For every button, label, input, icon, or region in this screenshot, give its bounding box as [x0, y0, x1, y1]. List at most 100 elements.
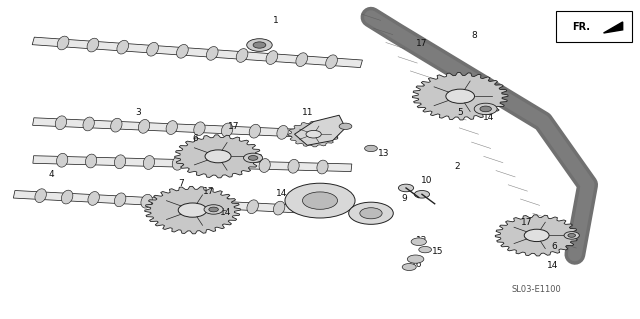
Polygon shape [201, 157, 212, 171]
Circle shape [253, 42, 266, 48]
Polygon shape [236, 48, 248, 62]
Polygon shape [33, 118, 339, 138]
Circle shape [424, 78, 496, 114]
Polygon shape [294, 115, 346, 145]
Polygon shape [194, 197, 205, 211]
Polygon shape [412, 72, 508, 120]
Polygon shape [57, 36, 69, 50]
Text: 14: 14 [220, 208, 232, 217]
Polygon shape [87, 38, 99, 52]
Polygon shape [277, 125, 288, 139]
Text: SL03-E1100: SL03-E1100 [512, 285, 561, 294]
Text: 7: 7 [178, 179, 184, 188]
Polygon shape [145, 186, 241, 234]
Text: 2: 2 [454, 162, 460, 171]
Circle shape [524, 229, 549, 241]
Polygon shape [143, 156, 154, 169]
Circle shape [402, 263, 416, 271]
Circle shape [360, 208, 382, 219]
Circle shape [568, 234, 575, 237]
Text: 12: 12 [416, 236, 428, 245]
Polygon shape [177, 44, 188, 58]
Text: 9: 9 [401, 194, 407, 203]
Polygon shape [13, 190, 307, 213]
Circle shape [365, 145, 378, 152]
Polygon shape [221, 123, 233, 137]
Polygon shape [88, 191, 99, 205]
Text: 11: 11 [301, 108, 313, 117]
Circle shape [414, 190, 429, 198]
Text: 15: 15 [432, 247, 444, 256]
Circle shape [480, 106, 492, 112]
Circle shape [398, 184, 413, 192]
Polygon shape [247, 200, 259, 214]
Polygon shape [138, 119, 150, 133]
Circle shape [411, 238, 426, 246]
Circle shape [285, 183, 355, 218]
Polygon shape [266, 51, 278, 64]
Text: 1: 1 [273, 16, 278, 25]
Text: 14: 14 [483, 113, 495, 122]
Polygon shape [207, 47, 218, 60]
Text: 10: 10 [420, 175, 432, 185]
Polygon shape [83, 117, 94, 131]
Text: 13: 13 [378, 149, 390, 158]
Polygon shape [194, 122, 205, 136]
FancyBboxPatch shape [556, 11, 632, 42]
Polygon shape [111, 118, 122, 132]
Polygon shape [56, 153, 68, 167]
Text: 16: 16 [411, 260, 422, 269]
Circle shape [209, 207, 218, 212]
Text: 4: 4 [48, 170, 54, 179]
Text: 17: 17 [522, 218, 533, 226]
Circle shape [248, 156, 258, 160]
Polygon shape [33, 156, 352, 172]
Text: 17: 17 [203, 187, 214, 196]
Circle shape [186, 140, 250, 173]
Polygon shape [326, 55, 337, 69]
Text: 17: 17 [228, 122, 240, 131]
Circle shape [446, 89, 474, 103]
Polygon shape [61, 190, 73, 204]
Polygon shape [175, 135, 261, 178]
Polygon shape [55, 116, 67, 130]
Polygon shape [147, 42, 159, 56]
Polygon shape [168, 196, 179, 210]
Circle shape [244, 153, 262, 163]
Circle shape [294, 125, 333, 144]
Circle shape [246, 39, 272, 51]
Circle shape [204, 205, 223, 214]
Polygon shape [86, 154, 97, 168]
Polygon shape [288, 159, 299, 173]
Polygon shape [604, 22, 623, 33]
Text: 6: 6 [551, 242, 557, 251]
Polygon shape [141, 194, 152, 208]
Circle shape [178, 203, 207, 217]
Polygon shape [296, 53, 308, 66]
Text: 14: 14 [547, 261, 558, 270]
Polygon shape [117, 40, 129, 54]
Circle shape [339, 123, 352, 130]
Circle shape [506, 220, 568, 251]
Polygon shape [288, 122, 339, 147]
Circle shape [157, 192, 228, 228]
Polygon shape [317, 160, 328, 174]
Text: 3: 3 [136, 108, 141, 116]
Polygon shape [249, 124, 260, 138]
Polygon shape [172, 156, 184, 170]
Polygon shape [230, 158, 241, 172]
Circle shape [564, 232, 579, 239]
Text: 5: 5 [458, 108, 463, 117]
Circle shape [306, 130, 321, 138]
Polygon shape [305, 127, 316, 140]
Circle shape [205, 150, 231, 163]
Polygon shape [495, 215, 578, 256]
Polygon shape [166, 121, 177, 134]
Text: 6: 6 [193, 134, 202, 143]
Circle shape [419, 247, 431, 253]
Polygon shape [115, 193, 126, 207]
Text: 14: 14 [276, 189, 287, 198]
Polygon shape [273, 201, 285, 215]
Polygon shape [32, 37, 362, 68]
Circle shape [474, 103, 497, 115]
